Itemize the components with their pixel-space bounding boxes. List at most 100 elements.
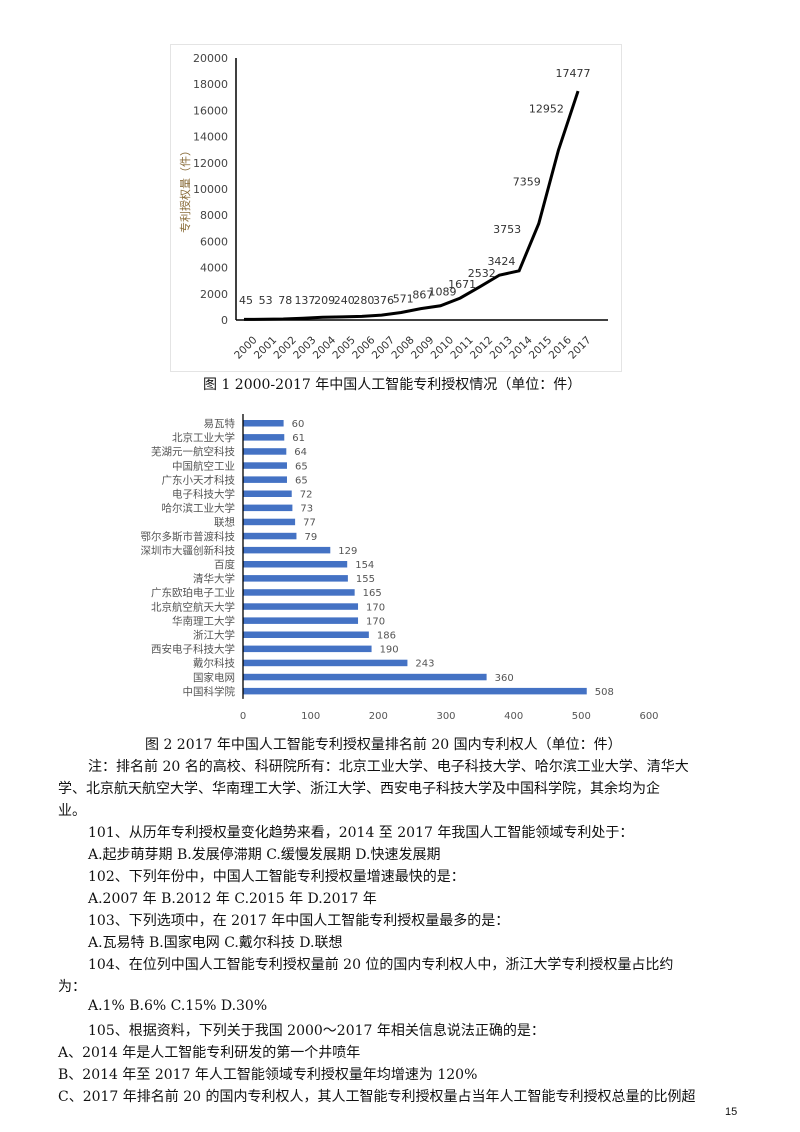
data-label: 17477 [556, 67, 591, 80]
bar [243, 546, 331, 554]
body-line: 为： [58, 979, 86, 995]
bar-value-label: 170 [366, 616, 385, 627]
x-tick-label: 200 [369, 711, 388, 722]
bar-category-label: 浙江大学 [193, 629, 235, 642]
bar [243, 631, 369, 638]
y-tick-label: 18000 [193, 78, 228, 91]
bar-category-label: 电子科技大学 [172, 488, 235, 501]
body-line: 101、从历年专利授权量变化趋势来看，2014 至 2017 年我国人工智能领域… [88, 825, 634, 841]
y-axis-label: 专利授权量（件） [178, 145, 192, 233]
bar [243, 659, 408, 667]
body-line: 102、下列年份中，中国人工智能专利授权量增速最快的是： [88, 869, 465, 885]
body-line: B、2014 年至 2017 年人工智能领域专利授权量年均增速为 120% [58, 1067, 478, 1083]
bar-value-label: 64 [294, 447, 307, 458]
body-line: A.起步萌芽期 B.发展停滞期 C.缓慢发展期 D.快速发展期 [88, 847, 441, 863]
bar-value-label: 165 [363, 588, 382, 599]
bar-category-label: 广东小天才科技 [162, 473, 236, 486]
y-tick-label: 6000 [200, 235, 228, 248]
bar-category-label: 中国科学院 [183, 685, 236, 698]
bar-value-label: 360 [495, 673, 514, 684]
data-label: 3424 [487, 255, 515, 268]
bar-value-label: 243 [415, 659, 434, 670]
bar-value-label: 73 [300, 504, 313, 515]
y-tick-label: 10000 [193, 183, 228, 196]
bar-value-label: 508 [595, 687, 614, 698]
x-tick-label: 600 [639, 711, 658, 722]
bar-category-label: 易瓦特 [204, 418, 236, 430]
bar [243, 603, 359, 610]
bar-value-label: 186 [377, 631, 396, 642]
body-line: 105、根据资料，下列关于我国 2000～2017 年相关信息说法正确的是： [88, 1023, 545, 1039]
bar-value-label: 79 [304, 532, 317, 543]
bar [243, 518, 296, 526]
x-tick-label: 300 [436, 711, 455, 722]
data-label: 53 [259, 294, 273, 307]
bar-category-label: 西安电子科技大学 [151, 643, 235, 656]
data-label: 78 [278, 294, 292, 307]
bar-category-label: 中国航空工业 [172, 459, 235, 472]
bar-value-label: 72 [300, 490, 313, 501]
body-line: A.瓦易特 B.国家电网 C.戴尔科技 D.联想 [88, 935, 343, 951]
x-tick-label: 100 [301, 711, 320, 722]
body-line: 学、北京航天航空大学、华南理工大学、浙江大学、西安电子科技大学及中国科学院，其余… [58, 781, 660, 797]
bar [243, 420, 284, 427]
bar-value-label: 155 [356, 574, 375, 585]
data-label: 376 [373, 294, 394, 307]
body-line: A.1% B.6% C.15% D.30% [88, 998, 268, 1014]
y-tick-label: 8000 [200, 209, 228, 222]
x-tick-label: 400 [504, 711, 523, 722]
bar [243, 687, 587, 695]
bar [243, 504, 293, 512]
bar-value-label: 65 [295, 461, 308, 472]
bar-category-label: 广东欧珀电子工业 [151, 586, 235, 599]
data-label: 1089 [429, 286, 457, 299]
bar-category-label: 华南理工大学 [172, 614, 235, 627]
data-label: 867 [412, 289, 433, 302]
y-tick-label: 20000 [193, 52, 228, 65]
bar-value-label: 129 [338, 546, 357, 557]
bar-category-label: 百度 [214, 558, 235, 571]
bar-category-label: 北京航空航天大学 [151, 600, 235, 613]
data-label: 45 [239, 294, 253, 307]
figure-2-caption: 图 2 2017 年中国人工智能专利授权量排名前 20 国内专利权人（单位：件） [145, 737, 622, 753]
body-line: 注：排名前 20 名的高校、科研院所有：北京工业大学、电子科技大学、哈尔滨工业大… [88, 759, 689, 775]
page-number: 15 [725, 1106, 738, 1118]
figure-1-caption: 图 1 2000-2017 年中国人工智能专利授权情况（单位：件） [203, 377, 582, 393]
bar-category-label: 国家电网 [193, 671, 235, 684]
bar [243, 575, 348, 582]
x-tick-label: 2017 [566, 334, 593, 361]
bar-category-label: 哈尔滨工业大学 [162, 502, 236, 515]
x-tick-label: 0 [240, 711, 246, 722]
bar-category-label: 联想 [214, 516, 235, 529]
x-tick-label: 500 [572, 711, 591, 722]
bar-category-label: 鄂尔多斯市普渡科技 [141, 530, 236, 543]
line-chart-box: 0 2000 4000 6000 8000 10000 12000 14000 16000 180… [170, 44, 622, 372]
bar-category-label: 北京工业大学 [172, 431, 235, 444]
data-label: 2532 [468, 267, 496, 280]
bar-category-label: 清华大学 [193, 572, 235, 585]
bar [243, 617, 359, 624]
bar-value-label: 65 [295, 475, 308, 486]
bar-value-label: 170 [366, 602, 385, 613]
y-tick-label: 2000 [200, 288, 228, 301]
bar [243, 589, 355, 596]
bar [243, 673, 487, 681]
y-tick-label: 14000 [193, 131, 228, 144]
data-label: 1671 [448, 278, 476, 291]
data-label: 137 [294, 294, 315, 307]
bar [243, 448, 287, 455]
bar-category-label: 深圳市大疆创新科技 [141, 544, 236, 557]
bar [243, 561, 348, 568]
bar [243, 476, 287, 483]
y-tick-label: 12000 [193, 157, 228, 170]
bar [243, 434, 285, 441]
body-line: 103、下列选项中，在 2017 年中国人工智能专利授权量最多的是： [88, 913, 510, 929]
bar-category-label: 芜湖元一航空科技 [151, 445, 235, 458]
bar [243, 490, 292, 497]
y-tick-label: 0 [221, 314, 228, 327]
data-label: 571 [393, 293, 414, 306]
bar-chart: 易瓦特 60 北京工业大学 61 芜湖元一航空科技 64 中国航空工业 65 广东小天才科技 65… [141, 414, 659, 722]
y-tick-label: 16000 [193, 104, 228, 117]
data-label: 280 [353, 294, 374, 307]
bar-value-label: 77 [303, 518, 316, 529]
